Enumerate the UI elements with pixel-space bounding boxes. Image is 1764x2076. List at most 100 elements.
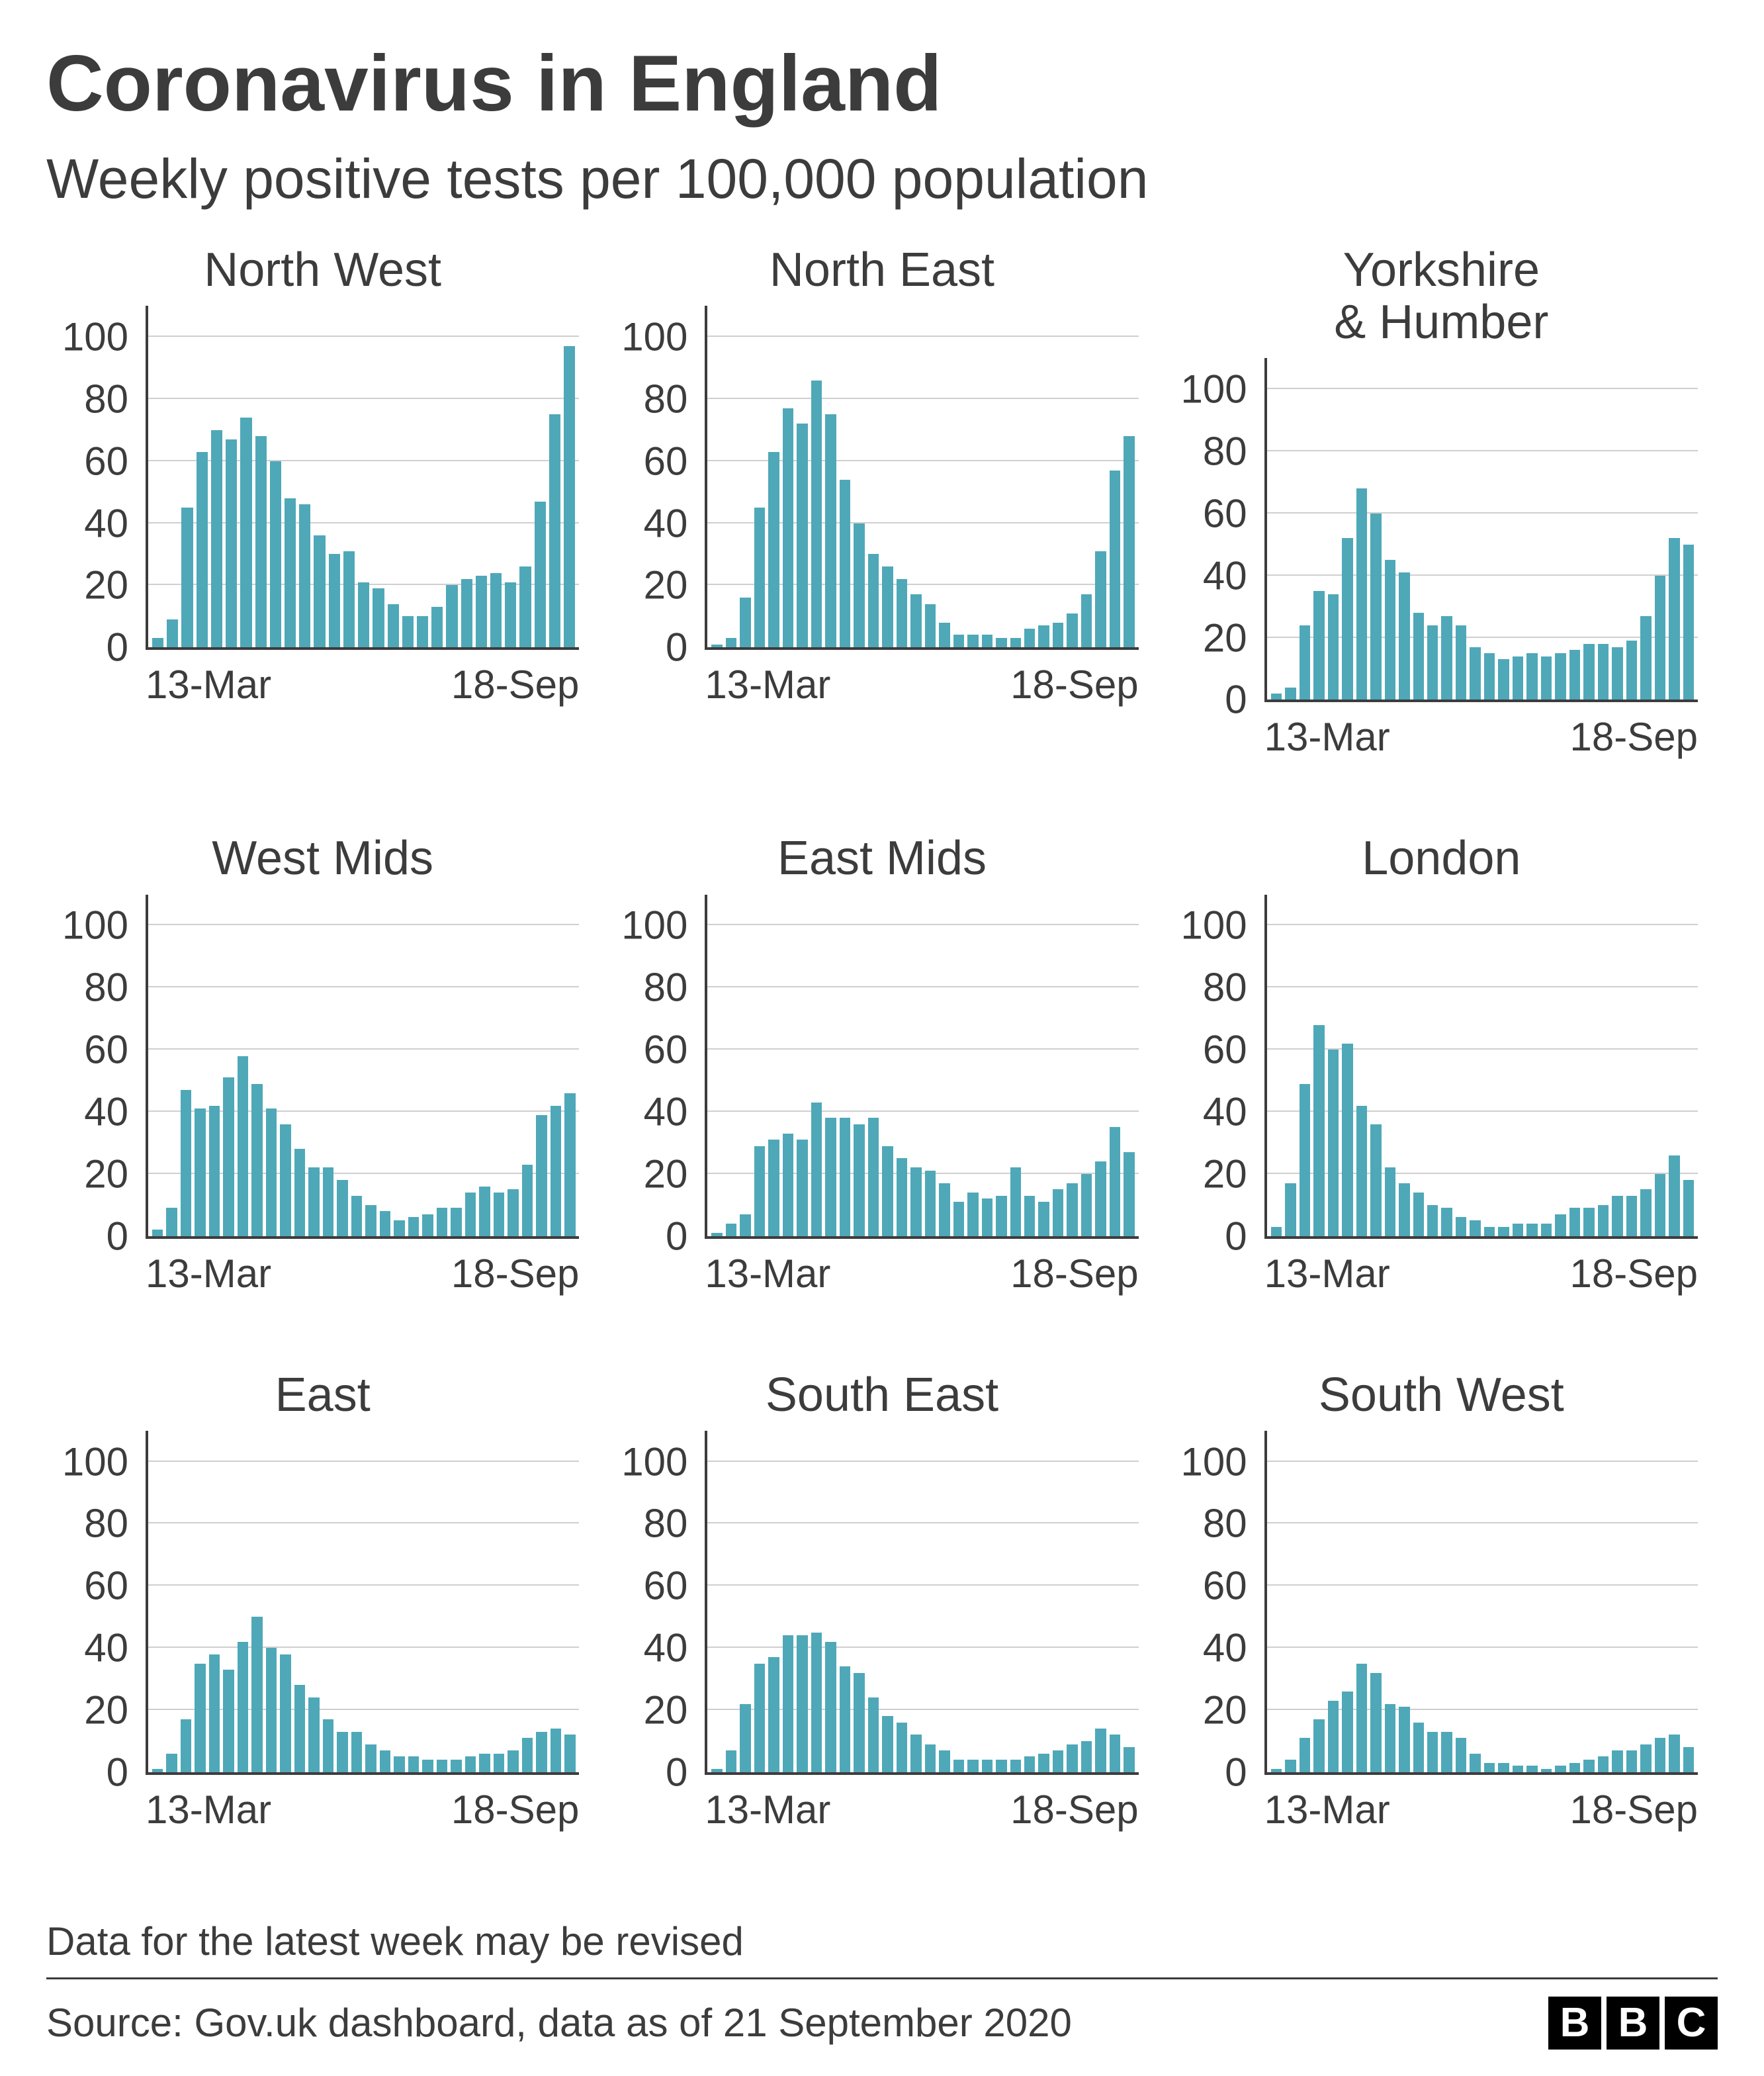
bar-group [1267,358,1698,700]
bar [551,1106,561,1236]
y-tick-label: 40 [84,500,148,546]
plot-area: 020406080100 [1264,1431,1698,1775]
bar [882,566,893,647]
chart-panel: South West02040608010013-Mar18-Sep [1165,1369,1718,1832]
bbc-logo: BBC [1548,1997,1718,2050]
bar [1427,1732,1438,1772]
bar [564,1735,575,1772]
bar [408,1756,419,1772]
bar [1081,1174,1092,1236]
bar [1655,576,1665,700]
bar [1124,1747,1134,1772]
bar [1385,1167,1395,1236]
bar [1413,1723,1424,1772]
bar [314,535,325,647]
y-tick-label: 0 [107,1213,148,1259]
bar [1067,1183,1077,1236]
y-tick-label: 60 [84,1027,148,1073]
x-axis-labels: 13-Mar18-Sep [146,1239,579,1296]
bar [280,1124,290,1236]
bar [1038,1202,1049,1236]
bar [1356,1664,1367,1772]
bar [840,1118,850,1236]
bar [1399,1707,1409,1772]
bar [536,1115,547,1236]
bar [1456,1738,1466,1772]
bar [1285,1760,1296,1772]
bar [329,554,340,647]
bar [1010,1760,1021,1772]
bar [996,638,1006,647]
bar [996,1196,1006,1236]
y-tick-label: 60 [644,438,708,484]
bar [1669,1155,1679,1236]
bar [982,1198,992,1236]
y-tick-label: 40 [1203,1625,1267,1671]
bar [549,414,560,647]
y-tick-label: 100 [1181,903,1267,948]
bar [910,1167,921,1236]
y-tick-label: 20 [644,1687,708,1733]
bar [783,1134,793,1236]
bbc-logo-letter: B [1548,1997,1601,2050]
bar [1598,644,1609,700]
chart-panel: East02040608010013-Mar18-Sep [46,1369,599,1832]
bar [783,1635,793,1772]
chart-panel: Yorkshire & Humber02040608010013-Mar18-S… [1165,244,1718,760]
bar [1498,1763,1509,1772]
bar [1541,656,1552,700]
bar [1555,653,1566,700]
bar [1655,1174,1665,1236]
bar [1555,1214,1566,1236]
bar [825,1642,836,1772]
bar [1484,1763,1495,1772]
y-tick-label: 80 [84,376,148,422]
bar [711,1233,722,1236]
chart-panel: West Mids02040608010013-Mar18-Sep [46,833,599,1296]
y-tick-label: 40 [644,1625,708,1671]
y-tick-label: 60 [1203,1027,1267,1073]
x-tick-end: 18-Sep [451,662,579,707]
bar [1038,1754,1049,1772]
bar [1053,623,1063,648]
bar [1285,688,1296,700]
bar [726,1750,736,1772]
bar [1038,625,1049,647]
bar [1313,1025,1324,1236]
bar [754,508,765,647]
bar [1626,1196,1637,1236]
bar [910,594,921,647]
bar [1541,1769,1552,1772]
bar [897,579,907,647]
bar [1470,647,1480,700]
bar [1081,1741,1092,1772]
bar [1095,1161,1106,1236]
bar [967,635,978,647]
bar [490,573,502,648]
bar [240,418,251,647]
bar [1370,514,1381,700]
panel-title: West Mids [46,833,599,885]
bar [797,424,807,647]
y-tick-label: 100 [621,1439,707,1484]
bar [479,1187,490,1236]
bar [294,1685,305,1772]
x-axis-labels: 13-Mar18-Sep [1264,1775,1698,1832]
bar [494,1754,504,1772]
bar [280,1654,290,1772]
bar [152,1769,163,1772]
y-tick-label: 40 [84,1089,148,1134]
bbc-logo-letter: C [1665,1997,1718,2050]
bar [437,1208,447,1236]
bar [152,1230,163,1236]
bar [1484,1227,1495,1236]
bar-group [1267,895,1698,1236]
bar [294,1149,305,1236]
y-tick-label: 80 [644,376,708,422]
chart-footer: Data for the latest week may be revised … [46,1918,1718,2050]
plot-area: 020406080100 [146,306,579,650]
bar [1598,1756,1609,1772]
bar [1569,650,1580,700]
plot-area: 020406080100 [705,895,1138,1239]
y-tick-label: 0 [107,1749,148,1795]
